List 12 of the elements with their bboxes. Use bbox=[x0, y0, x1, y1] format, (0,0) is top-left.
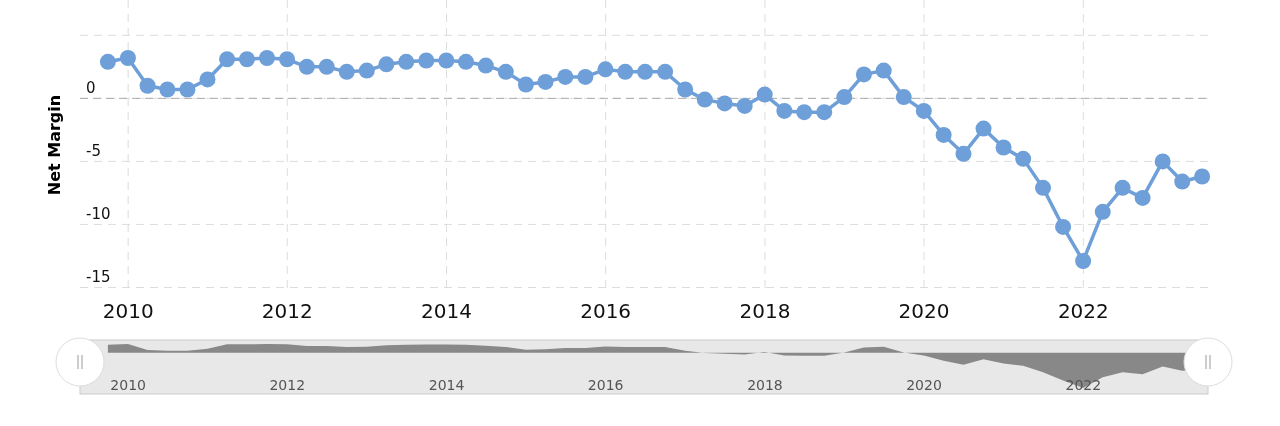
y-tick-label: -10 bbox=[86, 205, 111, 224]
y-tick-label: -5 bbox=[86, 142, 101, 161]
y-axis-title: Net Margin bbox=[45, 94, 64, 196]
x-tick-label: 2014 bbox=[421, 299, 473, 323]
x-tick-label: 2010 bbox=[102, 299, 154, 323]
y-tick-label: -15 bbox=[86, 268, 111, 287]
y-tick-label: 0 bbox=[86, 79, 96, 98]
x-tick-label: 2022 bbox=[1057, 299, 1109, 323]
x-tick-label: 2012 bbox=[261, 299, 313, 323]
x-tick-label: 2020 bbox=[898, 299, 950, 323]
x-tick-label: 2018 bbox=[739, 299, 791, 323]
x-tick-label: 2016 bbox=[580, 299, 632, 323]
